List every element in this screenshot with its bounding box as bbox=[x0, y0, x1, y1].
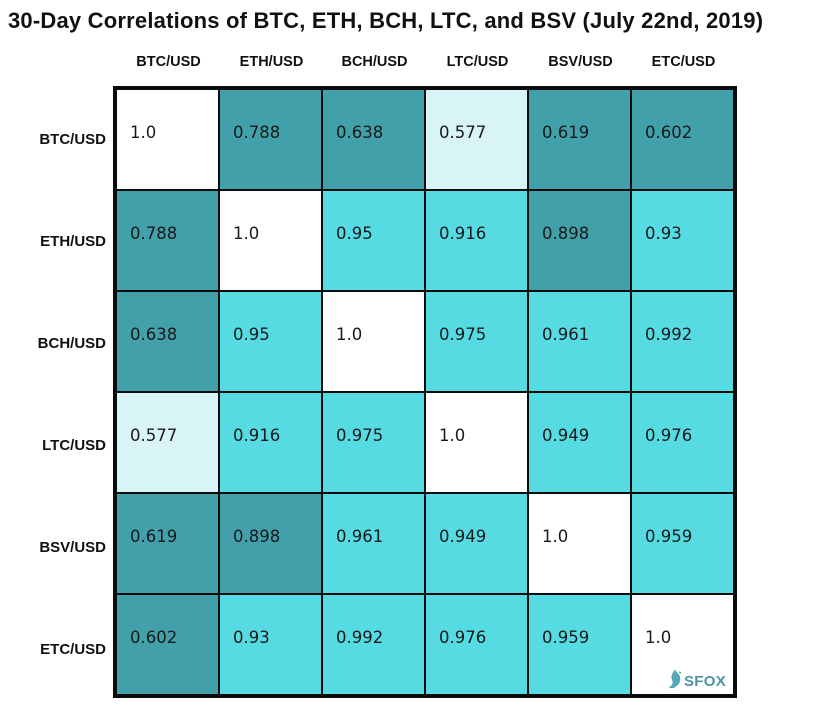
heatmap-cell-2-2: 1.0 bbox=[323, 292, 424, 391]
sfox-fox-icon bbox=[667, 669, 682, 689]
row-labels: BTC/USD ETH/USD BCH/USD LTC/USD BSV/USD ETC/U… bbox=[0, 88, 106, 700]
heatmap-cell-0-3: 0.577 bbox=[426, 90, 527, 189]
sfox-logo-text: SFOX bbox=[683, 673, 726, 690]
cell-value: 0.961 bbox=[542, 325, 590, 344]
heatmap-cell-5-3: 0.976 bbox=[426, 595, 527, 694]
column-header-ltc-usd: LTC/USD bbox=[446, 54, 509, 70]
heatmap-cell-0-5: 0.602 bbox=[632, 90, 733, 189]
cell-value: 1.0 bbox=[645, 628, 672, 647]
row-label-ltc-usd: LTC/USD bbox=[42, 436, 106, 454]
cell-value: 0.93 bbox=[645, 224, 682, 243]
cell-value: 0.975 bbox=[336, 426, 384, 445]
cell-value: 0.619 bbox=[130, 527, 178, 546]
cell-value: 1.0 bbox=[542, 527, 569, 546]
sfox-logo: SFOX bbox=[667, 669, 726, 689]
cell-value: 0.975 bbox=[439, 325, 487, 344]
heatmap-cell-0-0: 1.0 bbox=[117, 90, 218, 189]
cell-value: 0.619 bbox=[542, 123, 590, 142]
cell-value: 0.916 bbox=[439, 224, 487, 243]
cell-value: 0.638 bbox=[130, 325, 178, 344]
heatmap-cell-5-4: 0.959 bbox=[529, 595, 630, 694]
heatmap-cell-1-1: 1.0 bbox=[220, 191, 321, 290]
heatmap-cell-3-2: 0.975 bbox=[323, 393, 424, 492]
heatmap-cell-2-0: 0.638 bbox=[117, 292, 218, 391]
heatmap-cell-1-2: 0.95 bbox=[323, 191, 424, 290]
heatmap-cell-1-5: 0.93 bbox=[632, 191, 733, 290]
cell-value: 0.949 bbox=[439, 527, 487, 546]
heatmap-cell-2-5: 0.992 bbox=[632, 292, 733, 391]
row-label-etc-usd: ETC/USD bbox=[40, 640, 106, 658]
heatmap-cell-4-5: 0.959 bbox=[632, 494, 733, 593]
heatmap-cell-0-1: 0.788 bbox=[220, 90, 321, 189]
heatmap-cell-3-0: 0.577 bbox=[117, 393, 218, 492]
heatmap-cell-2-3: 0.975 bbox=[426, 292, 527, 391]
heatmap-cell-1-4: 0.898 bbox=[529, 191, 630, 290]
cell-value: 0.93 bbox=[233, 628, 270, 647]
heatmap-grid: 1.0 0.788 0.638 0.577 0.619 0.602 0.788 1.0 0.95… bbox=[113, 86, 737, 698]
column-header-etc-usd: ETC/USD bbox=[651, 54, 716, 70]
cell-value: 0.949 bbox=[542, 426, 590, 445]
column-header-bch-usd: BCH/USD bbox=[341, 54, 408, 70]
heatmap-cell-2-4: 0.961 bbox=[529, 292, 630, 391]
row-label-bsv-usd: BSV/USD bbox=[39, 538, 106, 556]
cell-value: 0.577 bbox=[439, 123, 487, 142]
heatmap-cell-3-5: 0.976 bbox=[632, 393, 733, 492]
heatmap-cell-1-0: 0.788 bbox=[117, 191, 218, 290]
cell-value: 0.898 bbox=[542, 224, 590, 243]
row-label-bch-usd: BCH/USD bbox=[37, 334, 106, 352]
heatmap-cell-5-1: 0.93 bbox=[220, 595, 321, 694]
cell-value: 0.992 bbox=[336, 628, 384, 647]
heatmap-cell-4-2: 0.961 bbox=[323, 494, 424, 593]
cell-value: 1.0 bbox=[439, 426, 466, 445]
cell-value: 0.577 bbox=[130, 426, 178, 445]
column-header-btc-usd: BTC/USD bbox=[136, 54, 201, 70]
heatmap-cell-4-3: 0.949 bbox=[426, 494, 527, 593]
cell-value: 0.959 bbox=[542, 628, 590, 647]
heatmap-cell-4-1: 0.898 bbox=[220, 494, 321, 593]
cell-value: 0.959 bbox=[645, 527, 693, 546]
column-headers: BTC/USD ETH/USD BCH/USD LTC/USD BSV/USD ETC/U… bbox=[117, 54, 735, 70]
cell-value: 0.95 bbox=[336, 224, 373, 243]
cell-value: 1.0 bbox=[130, 123, 157, 142]
cell-value: 0.916 bbox=[233, 426, 281, 445]
heatmap-cell-4-0: 0.619 bbox=[117, 494, 218, 593]
cell-value: 1.0 bbox=[336, 325, 363, 344]
cell-value: 0.976 bbox=[645, 426, 693, 445]
cell-value: 0.898 bbox=[233, 527, 281, 546]
cell-value: 0.788 bbox=[233, 123, 281, 142]
cell-value: 0.602 bbox=[645, 123, 693, 142]
cell-value: 0.788 bbox=[130, 224, 178, 243]
heatmap-cell-2-1: 0.95 bbox=[220, 292, 321, 391]
cell-value: 0.602 bbox=[130, 628, 178, 647]
row-label-eth-usd: ETH/USD bbox=[40, 232, 106, 250]
heatmap-cell-1-3: 0.916 bbox=[426, 191, 527, 290]
cell-value: 1.0 bbox=[233, 224, 260, 243]
chart-title: 30-Day Correlations of BTC, ETH, BCH, LT… bbox=[8, 8, 764, 33]
column-header-eth-usd: ETH/USD bbox=[239, 54, 304, 70]
heatmap-cell-5-5: 1.0 bbox=[632, 595, 733, 694]
heatmap-cell-5-2: 0.992 bbox=[323, 595, 424, 694]
heatmap-cell-5-0: 0.602 bbox=[117, 595, 218, 694]
cell-value: 0.992 bbox=[645, 325, 693, 344]
heatmap-cell-0-4: 0.619 bbox=[529, 90, 630, 189]
column-header-bsv-usd: BSV/USD bbox=[548, 54, 613, 70]
heatmap-cell-0-2: 0.638 bbox=[323, 90, 424, 189]
cell-value: 0.976 bbox=[439, 628, 487, 647]
heatmap-cell-3-3: 1.0 bbox=[426, 393, 527, 492]
cell-value: 0.961 bbox=[336, 527, 384, 546]
heatmap-cell-4-4: 1.0 bbox=[529, 494, 630, 593]
row-label-btc-usd: BTC/USD bbox=[39, 130, 106, 148]
heatmap-cell-3-4: 0.949 bbox=[529, 393, 630, 492]
cell-value: 0.638 bbox=[336, 123, 384, 142]
heatmap-cell-3-1: 0.916 bbox=[220, 393, 321, 492]
cell-value: 0.95 bbox=[233, 325, 270, 344]
